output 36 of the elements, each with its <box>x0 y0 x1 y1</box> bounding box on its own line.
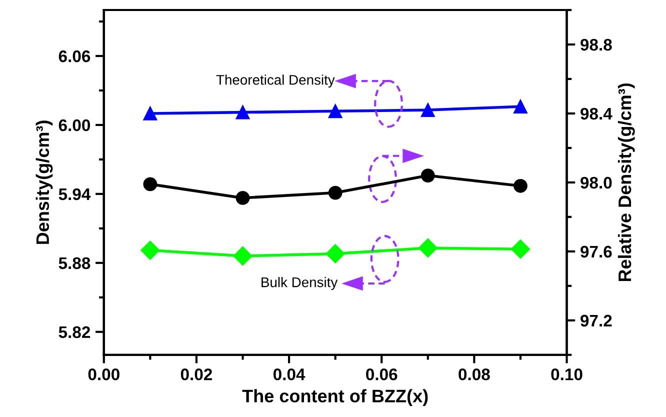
y2-axis-title: Relative Density(g/cm³) <box>618 83 635 282</box>
x-tick-label: 0.02 <box>180 368 212 380</box>
point <box>143 106 158 120</box>
point <box>143 177 158 192</box>
point <box>236 191 250 205</box>
y2-tick-label: 98.8 <box>580 38 612 51</box>
y-axis-title: Density(g/cm³) <box>36 120 53 244</box>
y2-tick-label: 98.4 <box>580 108 612 120</box>
x-tick-label: 0.06 <box>366 368 398 380</box>
series-label: Theoretical Density <box>216 74 335 88</box>
point <box>328 186 342 200</box>
x-tick-label: 0.00 <box>88 368 120 380</box>
point <box>326 244 345 264</box>
y-tick-label: 6.00 <box>58 119 90 132</box>
point <box>328 104 342 118</box>
point <box>514 178 528 193</box>
point <box>510 240 530 259</box>
x-axis-title: The content of BZZ(x) <box>242 389 428 406</box>
point <box>140 240 160 260</box>
y-tick-label: 5.94 <box>58 188 91 200</box>
point <box>514 100 528 114</box>
series-label: Bulk Density <box>262 277 338 290</box>
y-tick-label: 6.06 <box>58 50 90 62</box>
point <box>418 238 438 258</box>
y-tick-label: 5.88 <box>58 257 90 270</box>
point <box>420 168 435 182</box>
x-tick-label: 0.08 <box>458 368 490 380</box>
y2-tick-label: 98.0 <box>580 176 612 189</box>
y-tick-label: 5.82 <box>58 326 90 338</box>
point <box>233 246 252 266</box>
point <box>236 105 250 120</box>
x-tick-label: 0.04 <box>273 368 306 380</box>
x-tick-label: 0.10 <box>551 368 582 380</box>
y2-tick-label: 97.6 <box>580 246 612 258</box>
y2-tick-label: 97.2 <box>580 314 612 327</box>
point <box>420 103 435 117</box>
